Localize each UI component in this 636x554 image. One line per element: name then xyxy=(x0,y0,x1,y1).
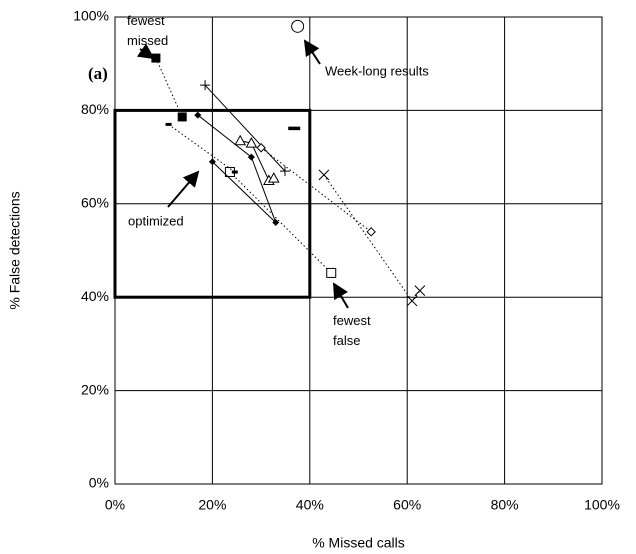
series-line xyxy=(204,84,286,172)
point xyxy=(231,170,238,174)
arrow xyxy=(303,39,321,65)
annotation: fewest missed xyxy=(127,13,168,48)
arrow xyxy=(332,282,349,309)
point xyxy=(177,112,187,122)
point xyxy=(326,267,337,278)
annotation: Week-long results xyxy=(325,63,429,78)
y-tick-label: 40% xyxy=(81,288,109,304)
annotation: optimized xyxy=(128,213,184,228)
y-tick-label: 100% xyxy=(73,8,109,24)
x-tick-label: 20% xyxy=(198,497,226,513)
point xyxy=(267,172,280,183)
series xyxy=(323,174,421,302)
series xyxy=(260,147,372,233)
annotation: (a) xyxy=(88,64,108,83)
arrow xyxy=(136,43,155,60)
annotation: fewest false xyxy=(333,313,371,348)
series xyxy=(155,57,183,118)
point xyxy=(256,143,266,153)
series-line xyxy=(260,147,372,233)
series xyxy=(204,84,286,172)
series-line xyxy=(240,140,274,182)
series-line xyxy=(323,174,421,302)
point xyxy=(414,285,426,297)
point xyxy=(406,295,418,307)
point xyxy=(279,166,290,177)
y-tick-label: 80% xyxy=(81,101,109,117)
series-line xyxy=(168,124,236,173)
highlight-box xyxy=(113,108,312,299)
x-tick-label: 60% xyxy=(393,497,421,513)
x-tick-label: 100% xyxy=(584,497,620,513)
y-tick-label: 0% xyxy=(89,475,109,491)
point xyxy=(194,111,202,119)
point xyxy=(291,19,305,33)
series-line xyxy=(197,114,277,223)
point xyxy=(165,122,172,126)
point xyxy=(247,153,255,161)
x-axis-label: % Missed calls xyxy=(312,535,405,551)
x-tick-label: 40% xyxy=(296,497,324,513)
series xyxy=(229,171,332,274)
point xyxy=(245,137,258,148)
point xyxy=(318,169,330,181)
series-line xyxy=(229,171,332,274)
point xyxy=(200,80,211,91)
plot-area xyxy=(114,16,603,485)
point xyxy=(366,227,376,237)
point xyxy=(288,126,301,131)
y-tick-label: 60% xyxy=(81,195,109,211)
series xyxy=(240,140,274,182)
point xyxy=(234,134,247,146)
y-axis-label: % False detections xyxy=(7,191,23,309)
y-tick-label: 20% xyxy=(81,381,109,397)
series xyxy=(197,114,277,223)
x-tick-label: 80% xyxy=(491,497,519,513)
series-line xyxy=(155,57,183,118)
series xyxy=(168,124,236,173)
point xyxy=(208,158,216,166)
x-tick-label: 0% xyxy=(105,497,125,513)
annotation-arrows xyxy=(136,39,349,309)
point xyxy=(272,218,280,226)
point xyxy=(151,53,161,63)
arrow xyxy=(167,170,200,208)
